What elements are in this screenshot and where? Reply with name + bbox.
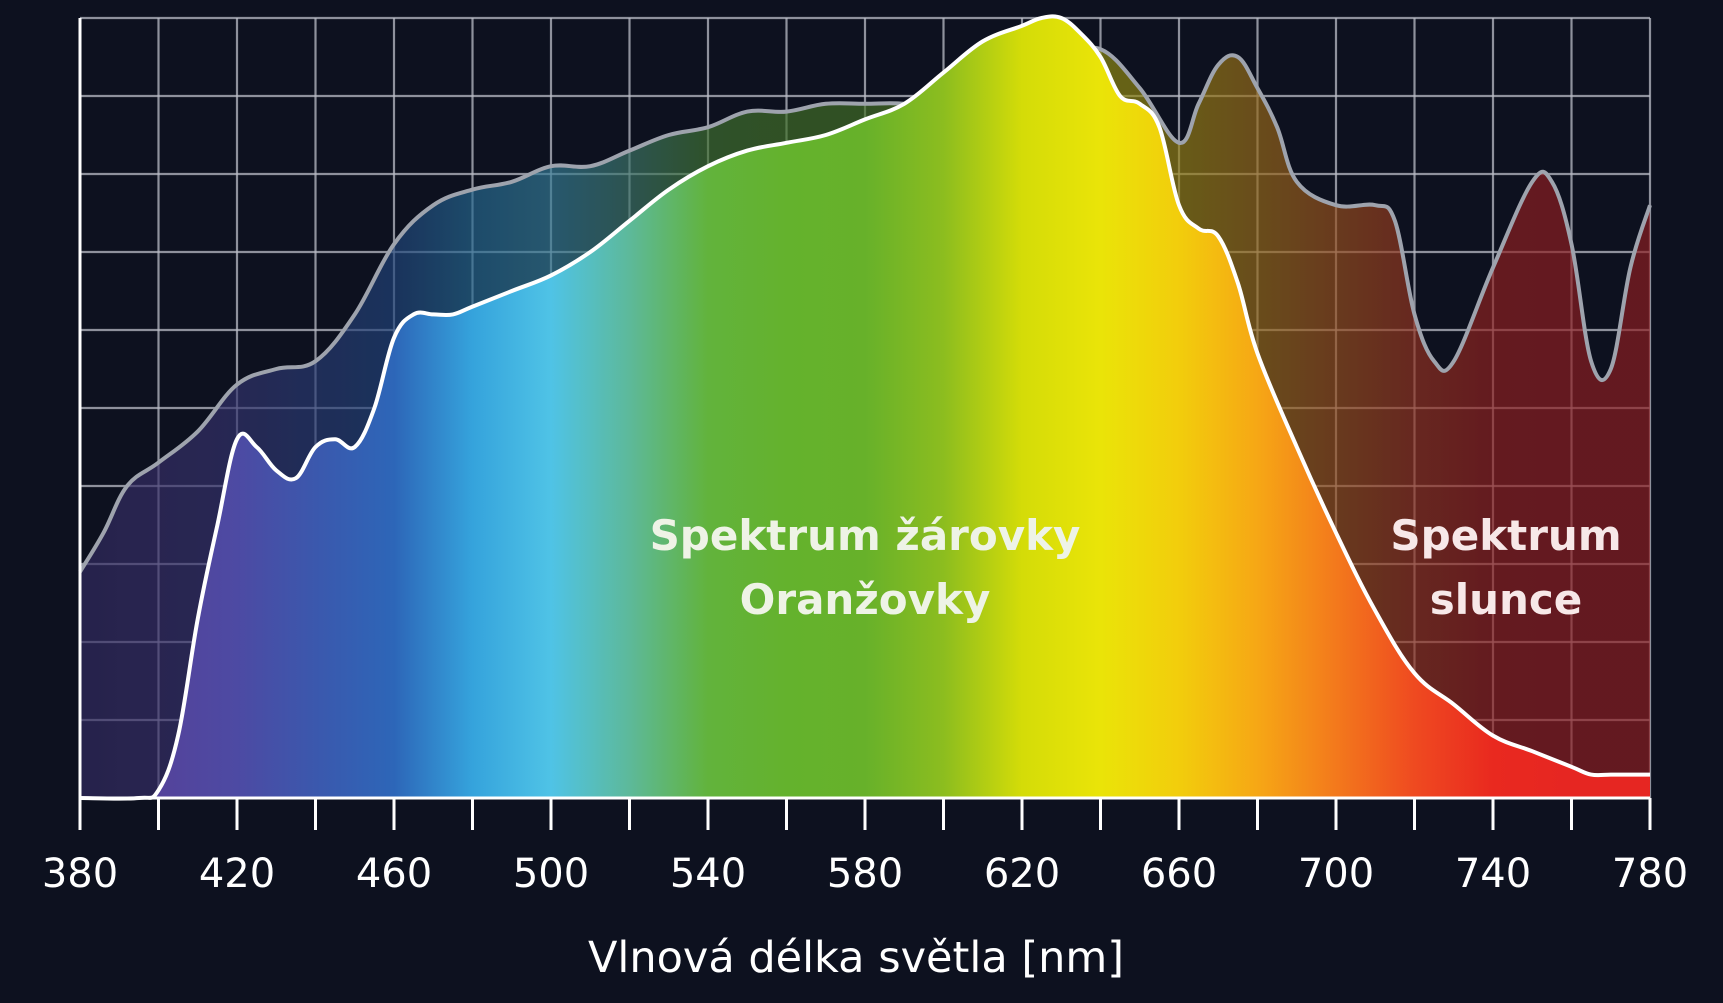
x-tick-label: 780 <box>1612 851 1688 897</box>
bulb-area-fill <box>80 16 1650 799</box>
x-axis-title: Vlnová délka světla [nm] <box>588 933 1124 983</box>
bulb-series-label: Spektrum žárovky Oranžovky <box>650 511 1081 624</box>
series-label-line: slunce <box>1430 575 1583 624</box>
x-tick-label: 420 <box>199 851 275 897</box>
x-tick-label: 540 <box>670 851 746 897</box>
x-tick-label: 380 <box>42 851 118 897</box>
bulb-outline <box>79 14 1650 801</box>
x-tick-label: 620 <box>984 851 1060 897</box>
x-tick-label: 500 <box>513 851 589 897</box>
series-label-line: Spektrum žárovky <box>650 511 1081 560</box>
bulb-spectrum-area <box>79 14 1650 801</box>
x-axis: 380 420 460 500 540 580 620 660 700 740 780 <box>42 18 1688 897</box>
series-label-line: Spektrum <box>1390 511 1621 560</box>
x-tick-label: 700 <box>1298 851 1374 897</box>
x-tick-label: 740 <box>1455 851 1531 897</box>
x-tick-label: 460 <box>356 851 432 897</box>
sun-series-label: Spektrum slunce <box>1390 511 1621 624</box>
series-labels: Spektrum žárovky Oranžovky Spektrum slunce <box>650 511 1622 624</box>
x-tick-label: 660 <box>1141 851 1217 897</box>
x-tick-label: 580 <box>827 851 903 897</box>
series-label-line: Oranžovky <box>740 575 991 624</box>
